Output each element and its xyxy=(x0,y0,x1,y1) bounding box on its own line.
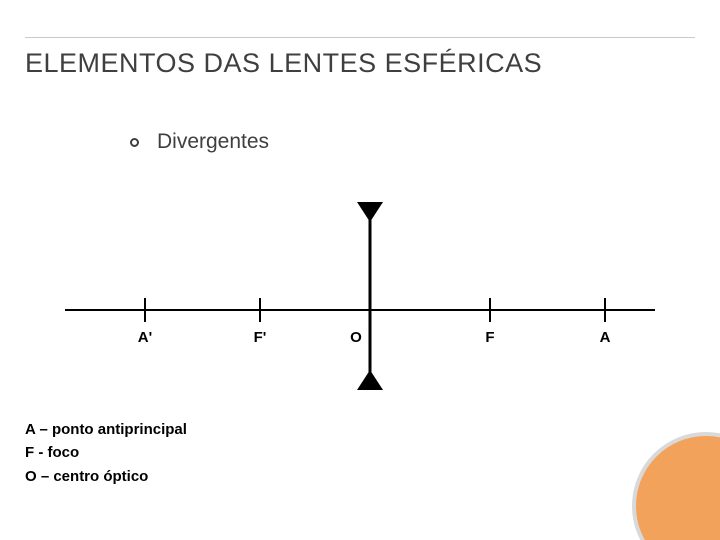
legend-line-a: A – ponto antiprincipal xyxy=(25,418,187,441)
svg-text:F': F' xyxy=(254,329,267,346)
svg-text:O: O xyxy=(350,329,362,346)
bullet-text: Divergentes xyxy=(157,130,269,154)
bullet-item: Divergentes xyxy=(130,130,269,154)
lens-diagram-svg: A' F' O F A xyxy=(60,190,660,400)
page-title: ELEMENTOS DAS LENTES ESFÉRICAS xyxy=(25,48,542,79)
legend-line-f: F - foco xyxy=(25,441,187,464)
decorative-circle-icon xyxy=(632,432,720,540)
svg-text:A': A' xyxy=(138,329,152,346)
legend-block: A – ponto antiprincipal F - foco O – cen… xyxy=(25,418,187,488)
top-rule xyxy=(25,37,695,38)
lens-diagram: A' F' O F A xyxy=(60,190,660,400)
legend-line-o: O – centro óptico xyxy=(25,465,187,488)
svg-text:F: F xyxy=(485,329,494,346)
svg-text:A: A xyxy=(600,329,611,346)
bullet-circle-icon xyxy=(130,138,139,147)
